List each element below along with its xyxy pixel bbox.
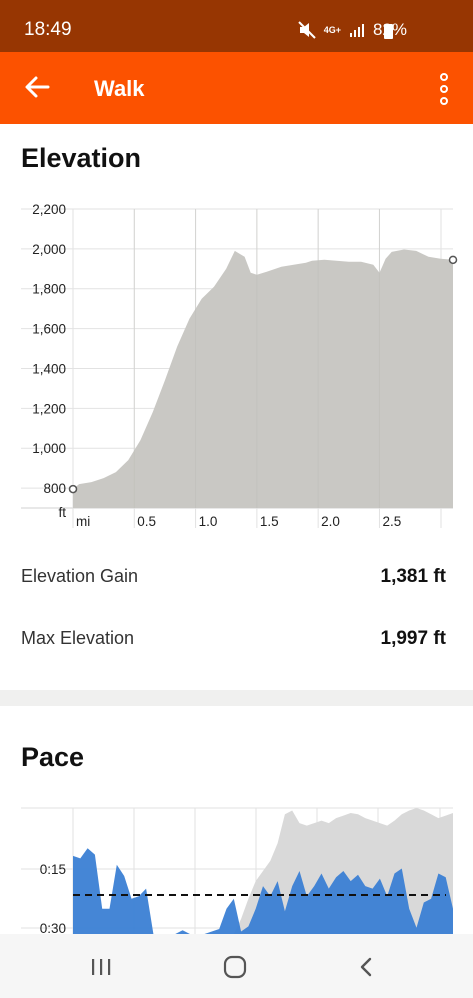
- status-time: 18:49: [24, 19, 72, 40]
- y-tick-label: 0:30: [40, 921, 66, 936]
- section-divider: [0, 690, 473, 706]
- app-bar: Walk: [0, 52, 473, 124]
- x-tick-label: 1.0: [199, 514, 218, 529]
- more-options-icon[interactable]: [436, 72, 452, 106]
- elevation-gain-value: 1,381 ft: [380, 566, 446, 587]
- navigation-bar: [0, 934, 473, 998]
- y-tick-label: 1,200: [32, 401, 66, 416]
- x-tick-label: 1.5: [260, 514, 279, 529]
- y-tick-label: 0:15: [40, 862, 66, 877]
- recent-apps-icon[interactable]: [89, 955, 113, 979]
- x-tick-label: 0.5: [137, 514, 156, 529]
- y-tick-label: 800: [43, 481, 66, 496]
- y-tick-label: 1,000: [32, 441, 66, 456]
- y-tick-label: 1,800: [32, 282, 66, 297]
- pace-title: Pace: [21, 742, 85, 772]
- max-elevation-value: 1,997 ft: [380, 628, 446, 649]
- network-type: 4G+: [323, 25, 341, 35]
- max-elevation-label: Max Elevation: [21, 628, 135, 648]
- pace-chart: 0:15 0:30: [21, 807, 453, 936]
- endpoint-marker: [68, 484, 78, 494]
- x-tick-label: 2.5: [382, 514, 401, 529]
- page-title: Walk: [94, 76, 145, 101]
- y-tick-label: 1,600: [32, 322, 66, 337]
- back-arrow-icon[interactable]: [22, 72, 52, 102]
- endpoint-marker: [448, 255, 458, 265]
- status-bar: 18:49 4G+ 82%: [0, 0, 473, 52]
- home-icon[interactable]: [222, 954, 248, 980]
- elevation-gain-label: Elevation Gain: [21, 566, 139, 586]
- elevation-area: [73, 249, 453, 508]
- y-axis-unit-label: ft: [58, 505, 66, 520]
- y-tick-label: 2,200: [32, 202, 66, 217]
- y-tick-label: 1,400: [32, 361, 66, 376]
- elevation-title: Elevation: [21, 143, 142, 173]
- elevation-chart: 2,200 2,000 1,800 1,600 1,400 1,200 1,000 800 ft…: [21, 202, 458, 529]
- x-tick-label: 2.0: [321, 514, 340, 529]
- pace-area: [73, 848, 453, 934]
- x-tick-label: mi: [76, 514, 90, 529]
- mute-icon: [297, 21, 316, 39]
- back-nav-icon[interactable]: [355, 955, 379, 979]
- y-tick-label: 2,000: [32, 242, 66, 257]
- signal-icon: [349, 24, 364, 37]
- battery-icon: [384, 24, 393, 39]
